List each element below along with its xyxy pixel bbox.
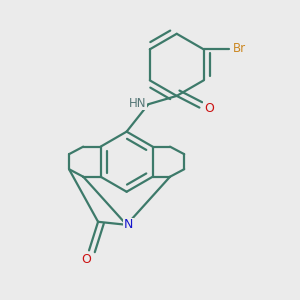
Text: O: O [81, 253, 91, 266]
Text: O: O [204, 102, 214, 115]
Text: Br: Br [233, 42, 246, 55]
Text: HN: HN [129, 97, 146, 110]
Text: N: N [124, 218, 133, 231]
